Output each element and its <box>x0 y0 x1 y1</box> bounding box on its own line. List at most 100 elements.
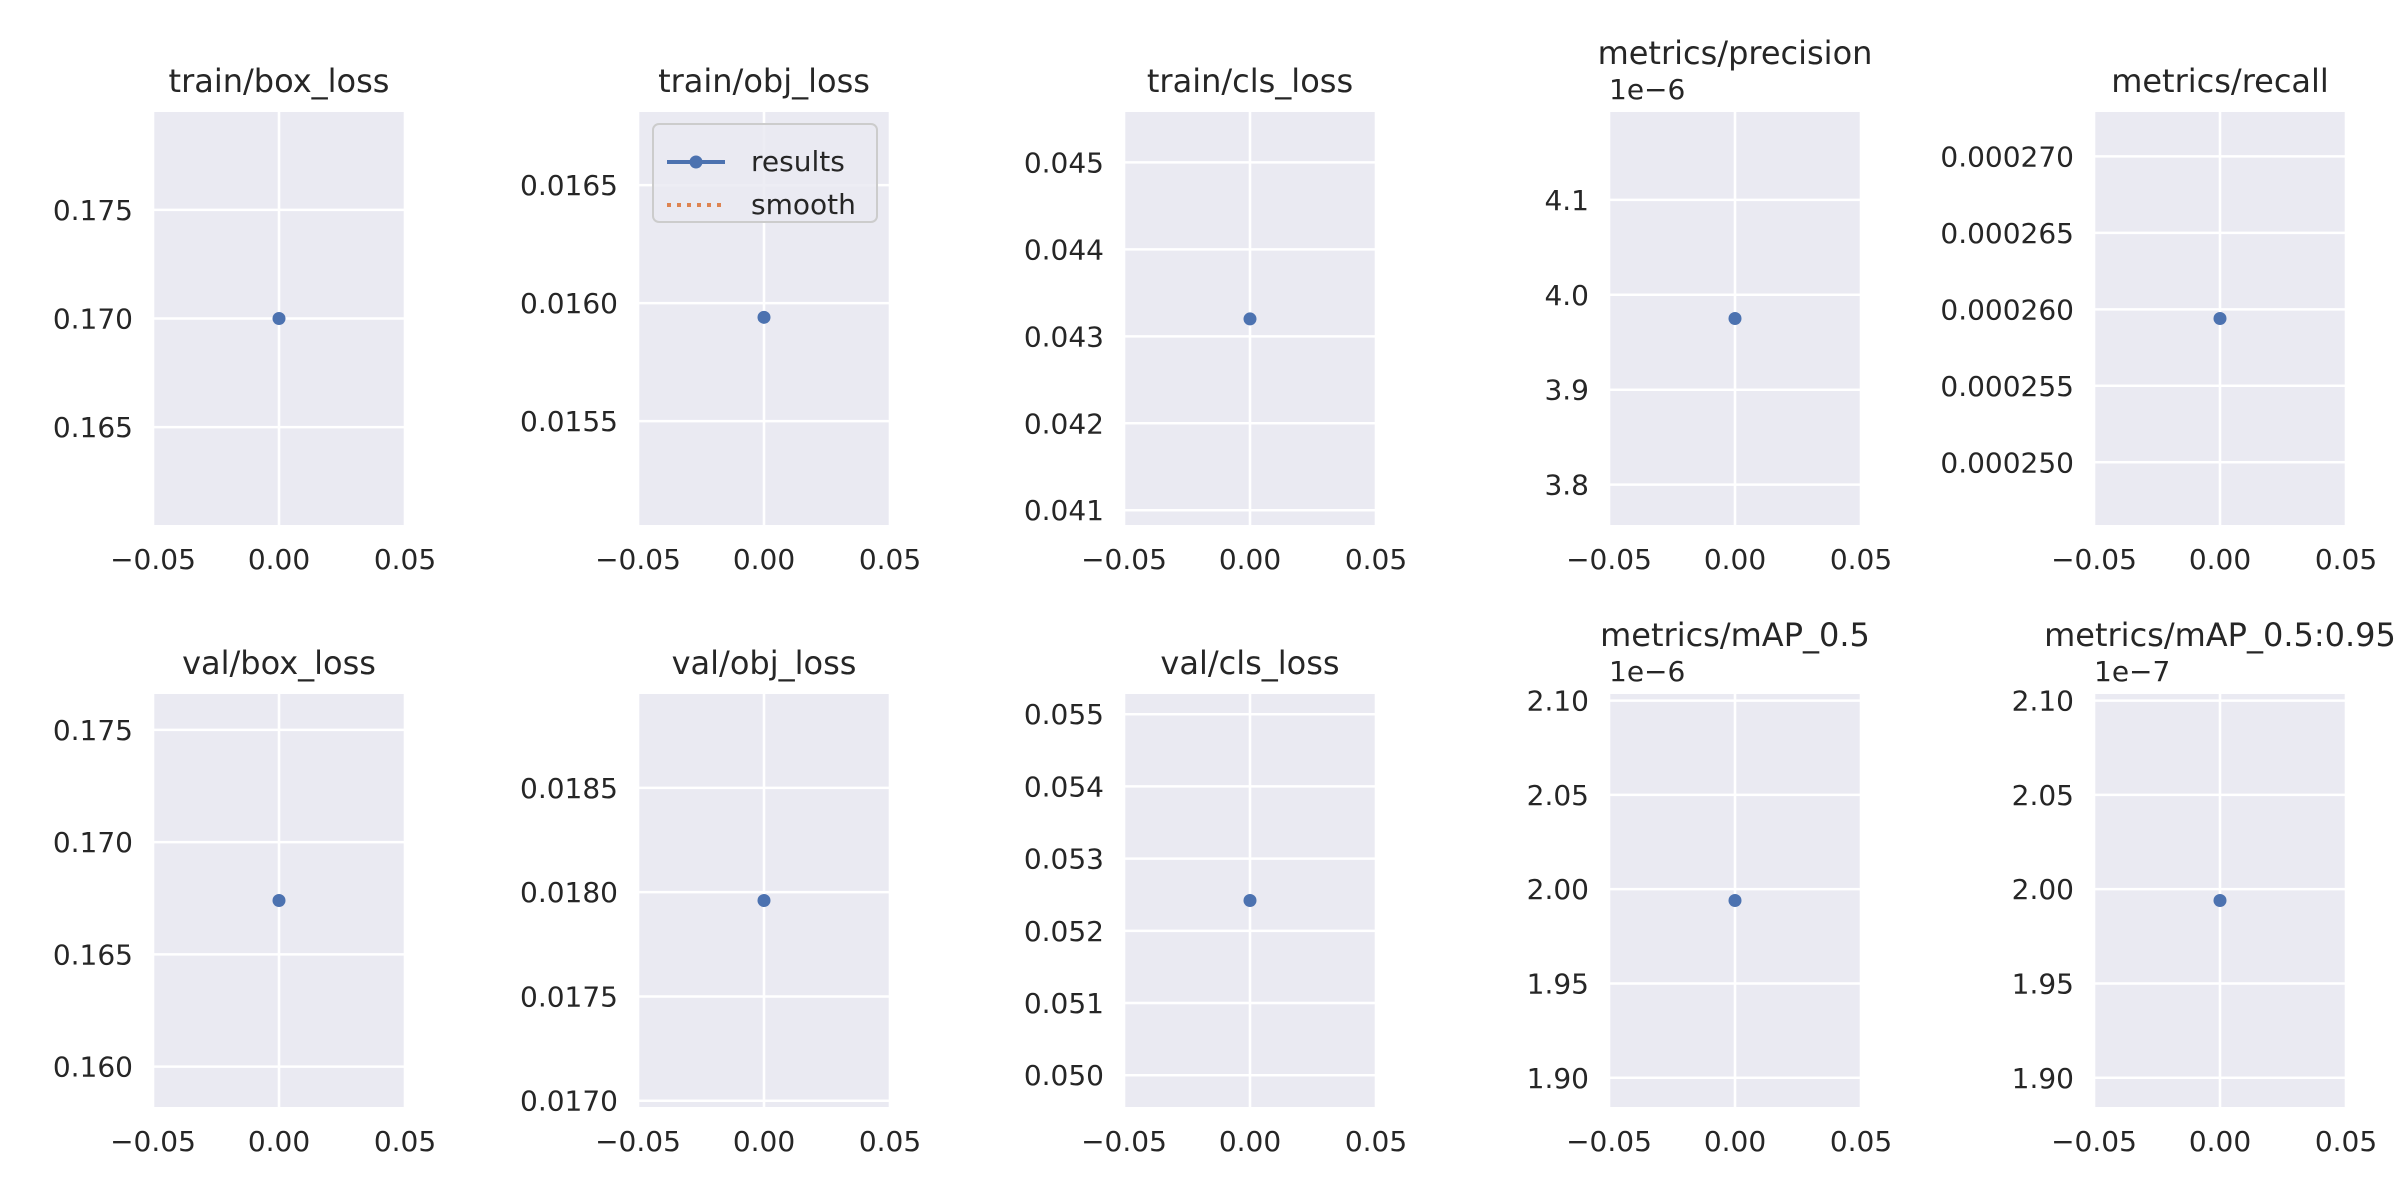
legend-results-label: results <box>751 145 845 178</box>
y-tick-label: 0.053 <box>1024 843 1104 876</box>
chart-title: train/obj_loss <box>658 62 870 100</box>
chart-title: val/obj_loss <box>672 644 857 682</box>
data-point <box>1728 894 1742 907</box>
x-tick-label: 0.00 <box>1704 543 1766 576</box>
y-tick-label: 0.175 <box>53 714 133 747</box>
chart-title: metrics/recall <box>2111 62 2329 100</box>
y-tick-label: 0.170 <box>53 826 133 859</box>
y-tick-label: 0.0175 <box>520 980 618 1013</box>
y-tick-label: 0.041 <box>1024 494 1104 527</box>
y-tick-label: 0.054 <box>1024 770 1104 803</box>
y-tick-label: 4.1 <box>1544 184 1589 217</box>
chart-title: train/cls_loss <box>1147 62 1353 100</box>
data-point <box>1728 312 1742 325</box>
y-tick-label: 1.95 <box>1527 967 1589 1000</box>
data-point <box>1243 312 1257 326</box>
panel-train-cls-loss: 0.041 0.042 0.043 0.044 0.045 −0.05 0.00 0.05 tr… <box>1024 62 1407 576</box>
y-tick-label: 2.00 <box>1527 873 1589 906</box>
panel-val-obj-loss: 0.0170 0.0175 0.0180 0.0185 −0.05 0.00 0.05 val… <box>520 644 921 1158</box>
y-tick-label: 0.000250 <box>1940 446 2074 479</box>
y-tick-label: 0.051 <box>1024 987 1104 1020</box>
y-tick-label: 1.90 <box>2012 1062 2074 1095</box>
x-tick-label: −0.05 <box>2051 1125 2137 1158</box>
chart-title: metrics/mAP_0.5 <box>1600 616 1870 654</box>
y-tick-label: 4.0 <box>1544 279 1589 312</box>
panel-metrics-map-0-5-0-95: 1.90 1.95 2.00 2.05 2.10 −0.05 0.00 0.05 metrics… <box>2012 616 2396 1158</box>
chart-title: metrics/precision <box>1598 34 1873 72</box>
x-tick-label: −0.05 <box>1081 543 1167 576</box>
x-tick-label: −0.05 <box>595 543 681 576</box>
data-point <box>757 310 771 324</box>
panel-val-cls-loss: 0.050 0.051 0.052 0.053 0.054 0.055 −0.05 0.00 0… <box>1024 644 1407 1158</box>
y-tick-label: 1.90 <box>1527 1062 1589 1095</box>
y-tick-label: 0.0160 <box>520 287 618 320</box>
x-tick-label: 0.00 <box>2189 1125 2251 1158</box>
x-tick-label: 0.05 <box>1345 1125 1407 1158</box>
chart-title: val/box_loss <box>182 644 376 682</box>
y-tick-label: 3.9 <box>1544 374 1589 407</box>
y-tick-label: 0.0185 <box>520 772 618 805</box>
x-tick-label: 0.05 <box>1345 543 1407 576</box>
data-point <box>272 312 286 325</box>
y-tick-label: 3.8 <box>1544 469 1589 502</box>
y-tick-label: 0.0165 <box>520 169 618 202</box>
y-tick-label: 0.000260 <box>1940 293 2074 326</box>
x-tick-label: −0.05 <box>2051 543 2137 576</box>
x-tick-label: 0.00 <box>1704 1125 1766 1158</box>
x-tick-label: −0.05 <box>1081 1125 1167 1158</box>
y-tick-label: 0.043 <box>1024 320 1104 353</box>
x-tick-label: −0.05 <box>110 543 196 576</box>
y-tick-label: 0.052 <box>1024 915 1104 948</box>
x-tick-label: −0.05 <box>595 1125 681 1158</box>
y-tick-label: 0.045 <box>1024 146 1104 179</box>
data-point <box>757 894 771 907</box>
y-tick-label: 2.10 <box>2012 685 2074 718</box>
y-tick-label: 0.0170 <box>520 1085 618 1118</box>
y-tick-label: 2.05 <box>1527 779 1589 812</box>
y-tick-label: 0.050 <box>1024 1059 1104 1092</box>
x-tick-label: 0.05 <box>1830 543 1892 576</box>
y-tick-label: 0.170 <box>53 303 133 336</box>
y-tick-label: 0.055 <box>1024 698 1104 731</box>
y-tick-label: 0.000265 <box>1940 217 2074 250</box>
y-tick-label: 0.0155 <box>520 405 618 438</box>
chart-title: metrics/mAP_0.5:0.95 <box>2044 616 2396 654</box>
panel-metrics-recall: 0.000250 0.000255 0.000260 0.000265 0.000270… <box>1940 62 2377 576</box>
y-tick-label: 0.000270 <box>1940 140 2074 173</box>
y-tick-label: 2.10 <box>1527 685 1589 718</box>
x-tick-label: 0.00 <box>2189 543 2251 576</box>
x-tick-label: −0.05 <box>1566 1125 1652 1158</box>
y-tick-label: 2.05 <box>2012 779 2074 812</box>
panel-train-box-loss: 0.165 0.170 0.175 −0.05 0.00 0.05 train/box_lo… <box>53 62 436 576</box>
y-tick-label: 0.175 <box>53 194 133 227</box>
data-point <box>2213 312 2227 325</box>
axis-offset-label: 1e−7 <box>2094 655 2170 688</box>
x-tick-label: 0.00 <box>248 543 310 576</box>
axis-offset-label: 1e−6 <box>1609 73 1685 106</box>
data-point <box>1243 894 1257 907</box>
y-tick-label: 2.00 <box>2012 873 2074 906</box>
panel-metrics-map-0-5: 1.90 1.95 2.00 2.05 2.10 −0.05 0.00 0.05 metrics… <box>1527 616 1893 1158</box>
legend-frame <box>652 123 878 223</box>
y-tick-label: 0.000255 <box>1940 370 2074 403</box>
panel-val-box-loss: 0.160 0.165 0.170 0.175 −0.05 0.00 0.05 val/box… <box>53 644 436 1158</box>
y-tick-label: 0.165 <box>53 938 133 971</box>
y-tick-label: 0.165 <box>53 411 133 444</box>
x-tick-label: 0.05 <box>374 543 436 576</box>
x-tick-label: −0.05 <box>1566 543 1652 576</box>
x-tick-label: 0.05 <box>374 1125 436 1158</box>
legend-smooth-label: smooth <box>751 188 856 221</box>
x-tick-label: 0.00 <box>733 543 795 576</box>
x-tick-label: 0.05 <box>859 1125 921 1158</box>
data-point <box>2213 894 2227 907</box>
x-tick-label: −0.05 <box>110 1125 196 1158</box>
chart-title: val/cls_loss <box>1160 644 1339 682</box>
legend-results-marker <box>689 155 703 169</box>
x-tick-label: 0.05 <box>859 543 921 576</box>
y-tick-label: 1.95 <box>2012 967 2074 1000</box>
x-tick-label: 0.05 <box>1830 1125 1892 1158</box>
y-tick-label: 0.160 <box>53 1051 133 1084</box>
y-tick-label: 0.044 <box>1024 233 1104 266</box>
x-tick-label: 0.00 <box>1219 543 1281 576</box>
